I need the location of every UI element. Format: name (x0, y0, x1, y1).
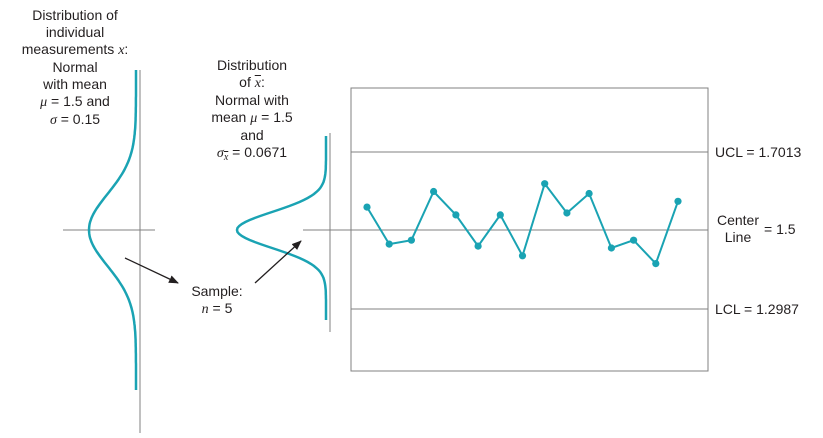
center-line-label-line-1: Center (716, 212, 760, 228)
xbar-label-line-6: σx = 0.0671 (188, 144, 316, 163)
data-point-4 (430, 187, 438, 196)
data-point-9 (541, 180, 549, 188)
individual-label-line-4: Normal (52, 59, 98, 75)
ucl-label: UCL = 1.7013 (715, 144, 802, 160)
xbar-label-line-4: mean μ = 1.5 (188, 109, 316, 127)
individual-label-line-2: individual (45, 24, 105, 40)
individual-label-sigma-value: = 0.15 (56, 111, 101, 127)
center-line-label-line-2: Line (724, 229, 752, 245)
xbar-distribution-curve (235, 136, 328, 320)
lcl-label: LCL = 1.2987 (715, 301, 799, 317)
xbar-label-of: of (239, 74, 255, 90)
data-point-7 (496, 211, 504, 219)
xbar-label-sigma-value: = 0.0671 (228, 144, 288, 160)
individual-label-sigma: σ (49, 113, 57, 128)
arrow-to-xbar-dist (254, 240, 302, 284)
individual-label-line-3-text: measurements (21, 41, 119, 57)
xbar-label-mu: μ (250, 111, 258, 126)
data-point-15 (674, 197, 682, 205)
individual-label-line-6: μ = 1.5 and (5, 93, 145, 111)
individual-label-line-5: with mean (43, 76, 107, 92)
individual-label-line-7: σ = 0.15 (5, 111, 145, 129)
individual-distribution-label: Distribution of individual measurements … (5, 7, 145, 129)
xbar-label-colon: : (260, 74, 265, 90)
individual-label-line-1: Distribution of (32, 7, 118, 23)
xbar-label-line-5: and (240, 127, 264, 143)
sample-means-series (363, 180, 682, 268)
individual-label-line-3: measurements x: (5, 41, 145, 59)
series-line (366, 181, 679, 266)
xbar-distribution-label: Distribution of x: Normal with mean μ = … (188, 57, 316, 163)
center-line-label: Center Line (713, 212, 763, 246)
xbar-label-mean-value: = 1.5 (257, 109, 293, 125)
xbar-label-var: x (254, 76, 261, 91)
data-point-14 (652, 260, 660, 268)
data-point-2 (385, 240, 393, 248)
data-point-3 (407, 236, 415, 244)
data-point-1 (363, 203, 371, 211)
xbar-label-line-3: Normal with (215, 92, 289, 108)
individual-label-var-x: x (118, 43, 125, 58)
data-point-12 (607, 244, 616, 252)
sample-label-n: n (201, 302, 209, 317)
data-point-5 (452, 211, 460, 219)
sample-label-n-value: = 5 (208, 300, 233, 316)
xbar-label-line-1: Distribution (216, 57, 288, 73)
individual-label-colon: : (124, 41, 129, 57)
xbar-label-sigma: σ (216, 146, 224, 161)
individual-distribution-curve (87, 70, 138, 390)
arrow-to-sample (124, 257, 179, 284)
xbar-label-line-2: of x: (188, 74, 316, 92)
sample-label-line-1: Sample: (191, 283, 243, 299)
sample-label-line-2: n = 5 (182, 300, 252, 318)
center-line-value: = 1.5 (764, 221, 796, 237)
individual-label-mean-value: = 1.5 and (47, 93, 110, 109)
data-point-6 (474, 242, 482, 250)
data-point-11 (585, 189, 593, 198)
data-point-13 (630, 236, 638, 244)
sample-label: Sample: n = 5 (182, 283, 252, 318)
data-point-10 (563, 209, 571, 217)
xbar-label-sigma-sub: x (223, 152, 229, 163)
data-point-8 (518, 252, 527, 260)
xbar-label-mean-text: mean (211, 109, 251, 125)
individual-label-mu: μ (40, 95, 48, 110)
